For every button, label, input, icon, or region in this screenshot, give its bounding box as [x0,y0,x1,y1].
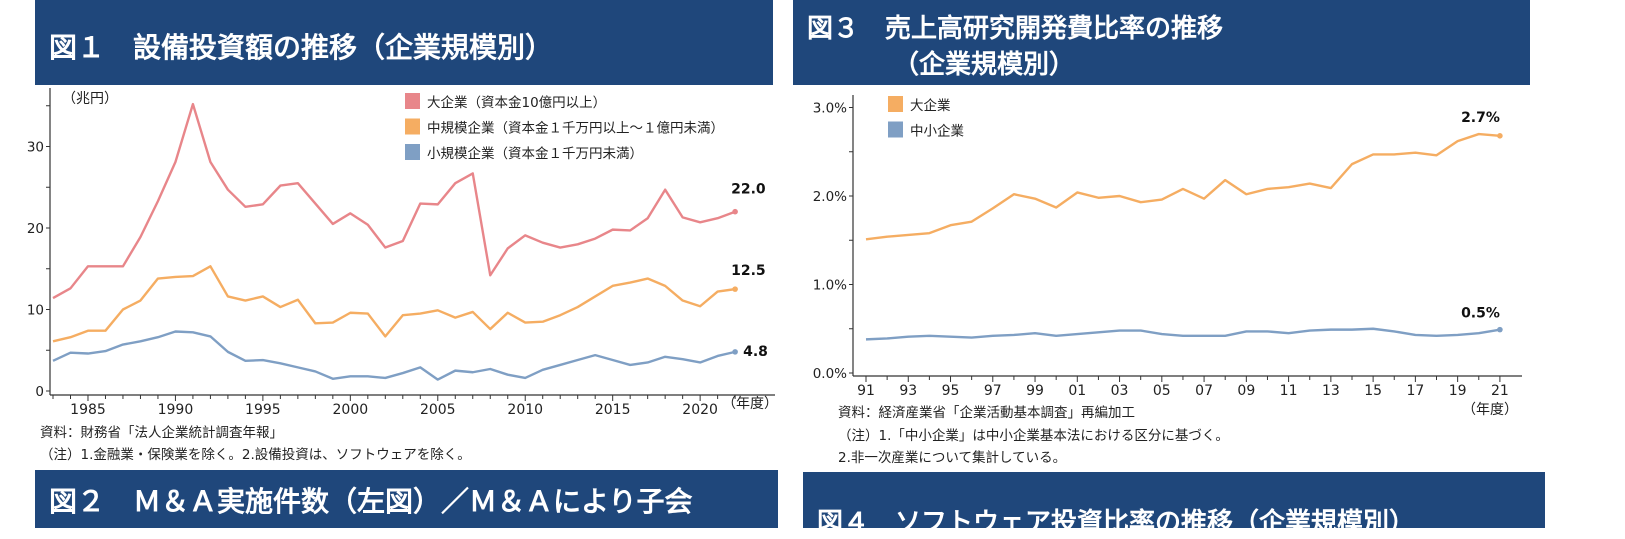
series-end-point-0 [1497,133,1503,139]
y-tick-label: 2.0% [813,189,847,205]
x-tick-label: 2020 [682,402,718,418]
legend-label-0: 大企業 [910,97,951,114]
series-end-label-1: 0.5% [1461,306,1500,322]
y-tick-label: 0 [35,384,44,400]
x-axis-unit: （年度） [1462,402,1518,418]
fig2-header: 図２ Ｍ＆Ａ実施件数（左図）／Ｍ＆Ａにより子会 [35,470,778,528]
x-tick-label: 1985 [70,402,106,418]
legend-swatch-2 [405,144,420,160]
fig3-note2: 2.非一次産業について集計している。 [838,450,1067,466]
series-line-0 [865,132,1501,241]
y-tick-label: 10 [27,303,44,319]
x-tick-label: 91 [857,383,875,399]
legend-swatch-0 [888,96,903,112]
fig1-source: 資料：財務省「法人企業統計調査年報」 [40,425,283,441]
fig3-source: 資料：経済産業省「企業活動基本調査」再編加工 [838,405,1135,421]
fig3-title-line2: （企業規模別） [893,50,1076,80]
series-end-point-1 [1497,326,1503,333]
y-tick-label: 20 [27,221,44,237]
y-tick-label: 0.0% [813,366,847,382]
x-tick-label: 09 [1237,383,1255,399]
x-tick-label: 21 [1491,383,1509,399]
fig3-note1: （注）1.「中小企業」は中小企業基本法における区分に基づく。 [838,428,1229,444]
legend-label-1: 中規模企業（資本金１千万円以上～１億円未満） [427,120,724,137]
series-line-0 [52,102,736,300]
x-tick-label: 15 [1364,383,1382,399]
legend-swatch-0 [405,93,420,109]
legend-swatch-1 [405,118,420,135]
x-tick-label: 1995 [245,402,281,418]
fig3-title-line1: 図３ 売上高研究開発費比率の推移 [807,14,1224,44]
legend-label-1: 中小企業 [910,123,964,140]
legend-swatch-1 [888,121,903,138]
series-end-point-1 [732,286,738,292]
series-line-1 [52,265,736,343]
series-end-point-2 [732,349,738,355]
x-axis-unit: （年度） [722,396,778,412]
x-tick-label: 11 [1280,383,1298,399]
x-tick-label: 2000 [333,402,369,418]
y-tick-label: 30 [27,140,44,156]
x-tick-label: 97 [984,383,1002,399]
y-axis-unit: （兆円） [62,91,118,107]
charts-canvas: 1985 1990 1995 2000 2005 2010 2015 20200102030（… [27,88,1522,418]
series-end-point-0 [732,208,738,215]
legend-label-2: 小規模企業（資本金１千万円未満） [427,145,643,162]
x-tick-label: 01 [1068,383,1086,399]
x-tick-label: 99 [1026,383,1044,399]
y-tick-label: 1.0% [813,278,847,294]
x-tick-label: 2010 [507,402,543,418]
x-tick-label: 95 [942,383,960,399]
x-tick-label: 93 [899,383,917,399]
x-tick-label: 17 [1406,383,1424,399]
x-tick-label: 07 [1195,383,1213,399]
x-tick-label: 03 [1111,383,1129,399]
x-tick-label: 2005 [420,402,456,418]
series-end-label-2: 4.8 [743,344,768,360]
legend-label-0: 大企業（資本金10億円以上） [427,94,606,111]
series-line-2 [52,330,736,381]
fig3-header: 図３ 売上高研究開発費比率の推移 （企業規模別） [793,0,1530,85]
fig1-header: 図１ 設備投資額の推移（企業規模別） [35,0,773,85]
fig1-note: （注）1.金融業・保険業を除く。2.設備投資は、ソフトウェアを除く。 [40,447,471,463]
x-tick-label: 19 [1449,383,1467,399]
series-end-label-1: 12.5 [731,263,766,279]
x-tick-label: 2015 [595,402,631,418]
fig2-title: 図２ Ｍ＆Ａ実施件数（左図）／Ｍ＆Ａにより子会 [49,485,693,518]
x-tick-label: 05 [1153,383,1171,399]
fig1-title: 図１ 設備投資額の推移（企業規模別） [49,31,554,64]
series-line-1 [865,327,1501,341]
y-tick-label: 3.0% [813,101,847,117]
series-end-label-0: 2.7% [1461,110,1500,126]
x-tick-label: 13 [1322,383,1340,399]
series-end-label-0: 22.0 [731,182,766,198]
x-tick-label: 1990 [158,402,194,418]
